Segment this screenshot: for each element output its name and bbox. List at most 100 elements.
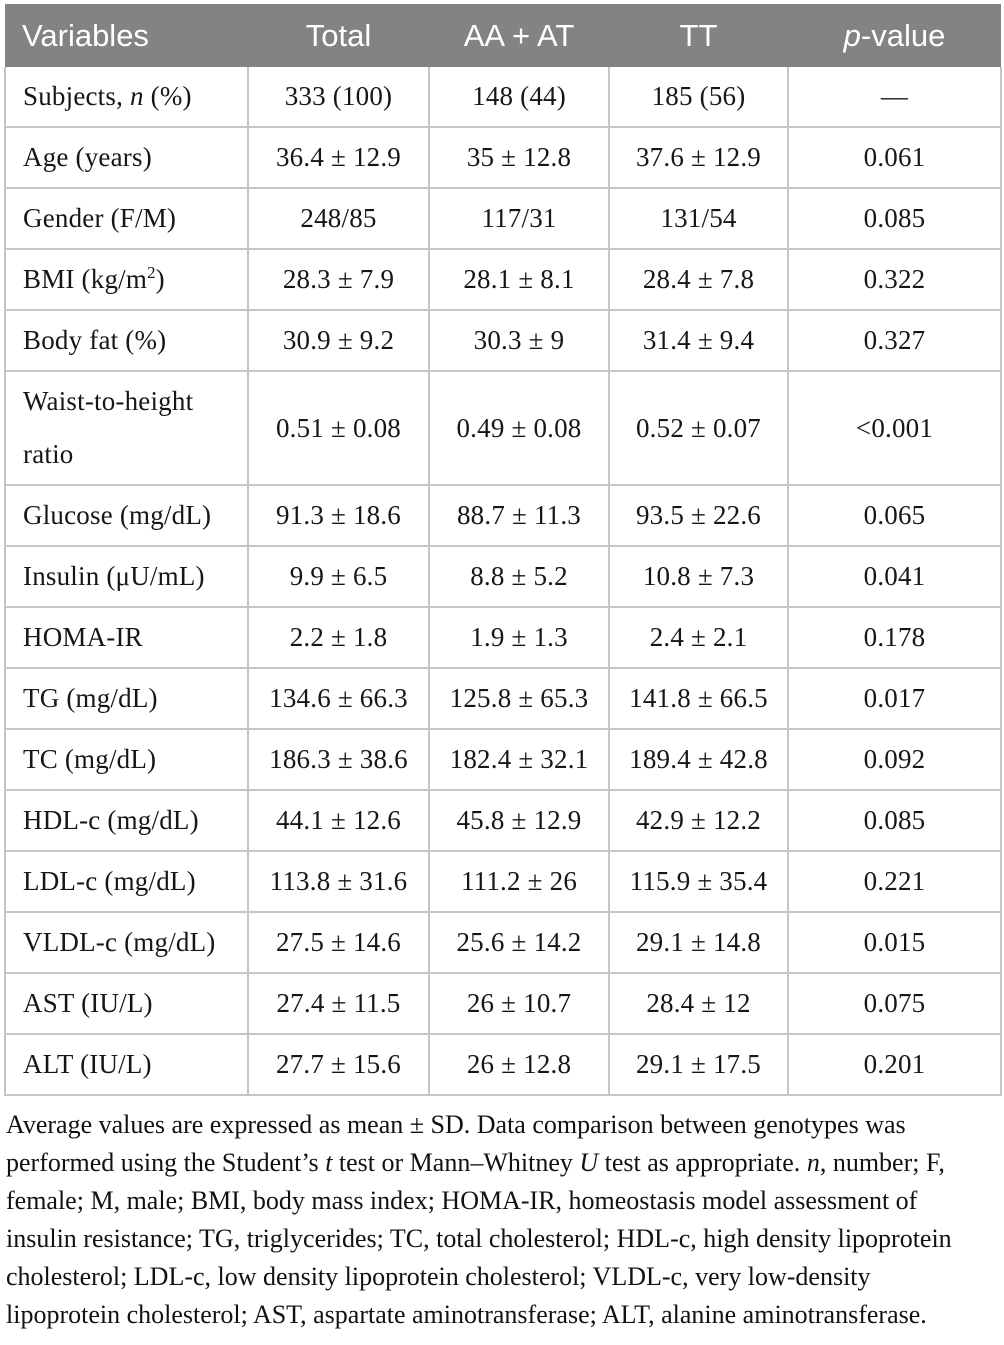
table-cell-p-value: <0.001 [787,370,1002,486]
row-label: Age (years) [4,126,249,189]
table-cell-tt: 28.4 ± 12 [608,972,789,1035]
table-row: Insulin (μU/mL) 9.9 ± 6.5 8.8 ± 5.2 10.8 ± … [4,545,1002,608]
table-cell-tt: 141.8 ± 66.5 [608,667,789,730]
table-cell-total: 27.7 ± 15.6 [247,1033,430,1096]
table-cell-tt: 0.52 ± 0.07 [608,370,789,486]
table-cell-total: 333 (100) [247,67,430,128]
table-row: TC (mg/dL) 186.3 ± 38.6 182.4 ± 32.1 189.4 … [4,728,1002,791]
table-row: ALT (IU/L) 27.7 ± 15.6 26 ± 12.8 29.1 ± 17.… [4,1033,1002,1096]
table-cell-aa-at: 1.9 ± 1.3 [428,606,610,669]
row-label: LDL-c (mg/dL) [4,850,249,913]
table-cell-aa-at: 25.6 ± 14.2 [428,911,610,974]
table-cell-tt: 10.8 ± 7.3 [608,545,789,608]
table-row: BMI (kg/m2) 28.3 ± 7.9 28.1 ± 8.1 28.4 ± 7.… [4,248,1002,311]
table-cell-tt: 189.4 ± 42.8 [608,728,789,791]
table-cell-total: 36.4 ± 12.9 [247,126,430,189]
table-cell-total: 9.9 ± 6.5 [247,545,430,608]
table-cell-aa-at: 148 (44) [428,67,610,128]
table-cell-p-value: 0.327 [787,309,1002,372]
table-cell-total: 248/85 [247,187,430,250]
table-cell-total: 2.2 ± 1.8 [247,606,430,669]
table-cell-aa-at: 88.7 ± 11.3 [428,484,610,547]
table-cell-total: 0.51 ± 0.08 [247,370,430,486]
table-cell-p-value: 0.061 [787,126,1002,189]
column-header-p-value: p-value [786,4,1001,67]
row-label: ALT (IU/L) [4,1033,249,1096]
row-label: Subjects, n (%) [4,67,249,128]
table-row: VLDL-c (mg/dL) 27.5 ± 14.6 25.6 ± 14.2 29.1… [4,911,1002,974]
column-header-aa-at: AA + AT [427,4,609,67]
table-cell-p-value: 0.041 [787,545,1002,608]
table-cell-p-value: 0.015 [787,911,1002,974]
row-label: HOMA-IR [4,606,249,669]
table-cell-aa-at: 30.3 ± 9 [428,309,610,372]
table-row: Glucose (mg/dL) 91.3 ± 18.6 88.7 ± 11.3 93.… [4,484,1002,547]
table-cell-tt: 31.4 ± 9.4 [608,309,789,372]
table-body: Subjects, n (%) 333 (100) 148 (44) 185 (56)… [4,67,1002,1096]
table-row: LDL-c (mg/dL) 113.8 ± 31.6 111.2 ± 26 115.9… [4,850,1002,913]
table-cell-total: 28.3 ± 7.9 [247,248,430,311]
table-row: Waist-to-height ratio 0.51 ± 0.08 0.49 ± 0… [4,370,1002,486]
table-cell-p-value: 0.221 [787,850,1002,913]
table-cell-aa-at: 26 ± 12.8 [428,1033,610,1096]
table-cell-p-value: 0.085 [787,789,1002,852]
table-cell-aa-at: 111.2 ± 26 [428,850,610,913]
table-cell-p-value: 0.092 [787,728,1002,791]
table-cell-tt: 2.4 ± 2.1 [608,606,789,669]
table-cell-aa-at: 45.8 ± 12.9 [428,789,610,852]
row-label: TG (mg/dL) [4,667,249,730]
table-cell-tt: 93.5 ± 22.6 [608,484,789,547]
table-cell-aa-at: 182.4 ± 32.1 [428,728,610,791]
table-row: Age (years) 36.4 ± 12.9 35 ± 12.8 37.6 ± 12… [4,126,1002,189]
table-cell-aa-at: 0.49 ± 0.08 [428,370,610,486]
row-label: VLDL-c (mg/dL) [4,911,249,974]
row-label: Insulin (μU/mL) [4,545,249,608]
table-row: Body fat (%) 30.9 ± 9.2 30.3 ± 9 31.4 ± 9.4… [4,309,1002,372]
table-row: AST (IU/L) 27.4 ± 11.5 26 ± 10.7 28.4 ± 12 0… [4,972,1002,1035]
table-cell-total: 134.6 ± 66.3 [247,667,430,730]
table-cell-p-value: 0.085 [787,187,1002,250]
table-cell-tt: 115.9 ± 35.4 [608,850,789,913]
row-label: HDL-c (mg/dL) [4,789,249,852]
table-cell-aa-at: 35 ± 12.8 [428,126,610,189]
row-label: Glucose (mg/dL) [4,484,249,547]
table-cell-total: 44.1 ± 12.6 [247,789,430,852]
table-cell-p-value: 0.322 [787,248,1002,311]
table-cell-aa-at: 26 ± 10.7 [428,972,610,1035]
table-header: Variables Total AA + AT TT p-value [5,4,1001,67]
table-cell-total: 91.3 ± 18.6 [247,484,430,547]
table-cell-p-value: — [787,67,1002,128]
table-cell-tt: 185 (56) [608,67,789,128]
table-row: Subjects, n (%) 333 (100) 148 (44) 185 (56)… [4,67,1002,128]
table-cell-total: 113.8 ± 31.6 [247,850,430,913]
table-cell-total: 186.3 ± 38.6 [247,728,430,791]
table-cell-total: 30.9 ± 9.2 [247,309,430,372]
table-footnote: Average values are expressed as mean ± S… [6,1110,952,1329]
table-cell-tt: 42.9 ± 12.2 [608,789,789,852]
table-header-row: Variables Total AA + AT TT p-value [5,4,1001,67]
table-row: TG (mg/dL) 134.6 ± 66.3 125.8 ± 65.3 141.8 … [4,667,1002,730]
row-label: Waist-to-height ratio [4,370,249,486]
row-label: Body fat (%) [4,309,249,372]
table-cell-tt: 28.4 ± 7.8 [608,248,789,311]
table-row: Gender (F/M) 248/85 117/31 131/54 0.085 [4,187,1002,250]
column-header-tt: TT [607,4,788,67]
column-header-variables: Variables [5,4,248,67]
row-label: BMI (kg/m2) [4,248,249,311]
row-label: Gender (F/M) [4,187,249,250]
table-cell-p-value: 0.065 [787,484,1002,547]
table-cell-tt: 29.1 ± 17.5 [608,1033,789,1096]
table-cell-total: 27.4 ± 11.5 [247,972,430,1035]
table-cell-p-value: 0.017 [787,667,1002,730]
table-cell-aa-at: 125.8 ± 65.3 [428,667,610,730]
table-row: HDL-c (mg/dL) 44.1 ± 12.6 45.8 ± 12.9 42.9 … [4,789,1002,852]
table-cell-tt: 37.6 ± 12.9 [608,126,789,189]
table-cell-aa-at: 117/31 [428,187,610,250]
row-label: AST (IU/L) [4,972,249,1035]
table-cell-tt: 131/54 [608,187,789,250]
table-cell-total: 27.5 ± 14.6 [247,911,430,974]
table-cell-aa-at: 28.1 ± 8.1 [428,248,610,311]
table-cell-p-value: 0.178 [787,606,1002,669]
variables-table: Variables Total AA + AT TT p-value Subjects,… [4,4,1002,1096]
